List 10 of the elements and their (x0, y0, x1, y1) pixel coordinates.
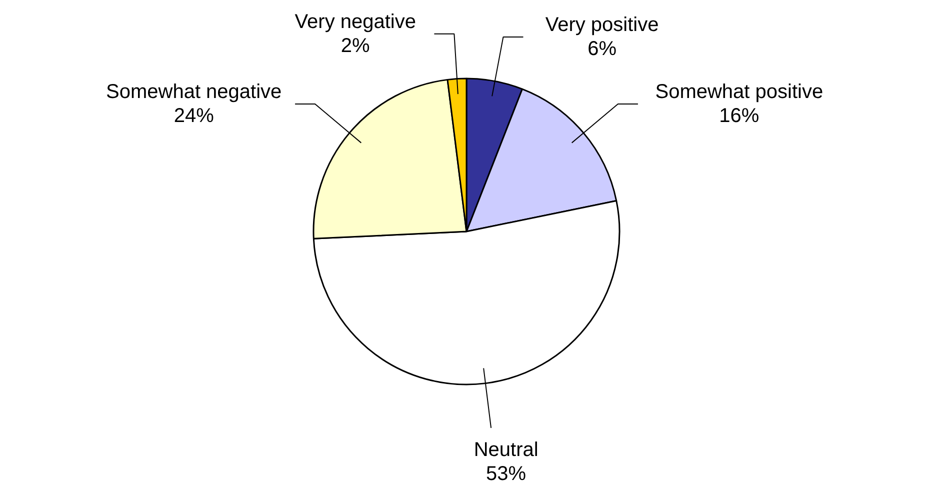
data-label: 6% (588, 38, 617, 60)
data-label: 2% (340, 34, 370, 57)
slice-label: Very positive (545, 14, 659, 36)
data-label: 24% (174, 104, 214, 127)
slice-label: Neutral (474, 438, 538, 461)
slice-label: Very negative (294, 10, 416, 33)
data-label: 53% (486, 462, 526, 484)
data-label: 16% (719, 104, 760, 127)
slice-label: Somewhat negative (106, 80, 282, 103)
slice-label: Somewhat positive (655, 80, 824, 103)
